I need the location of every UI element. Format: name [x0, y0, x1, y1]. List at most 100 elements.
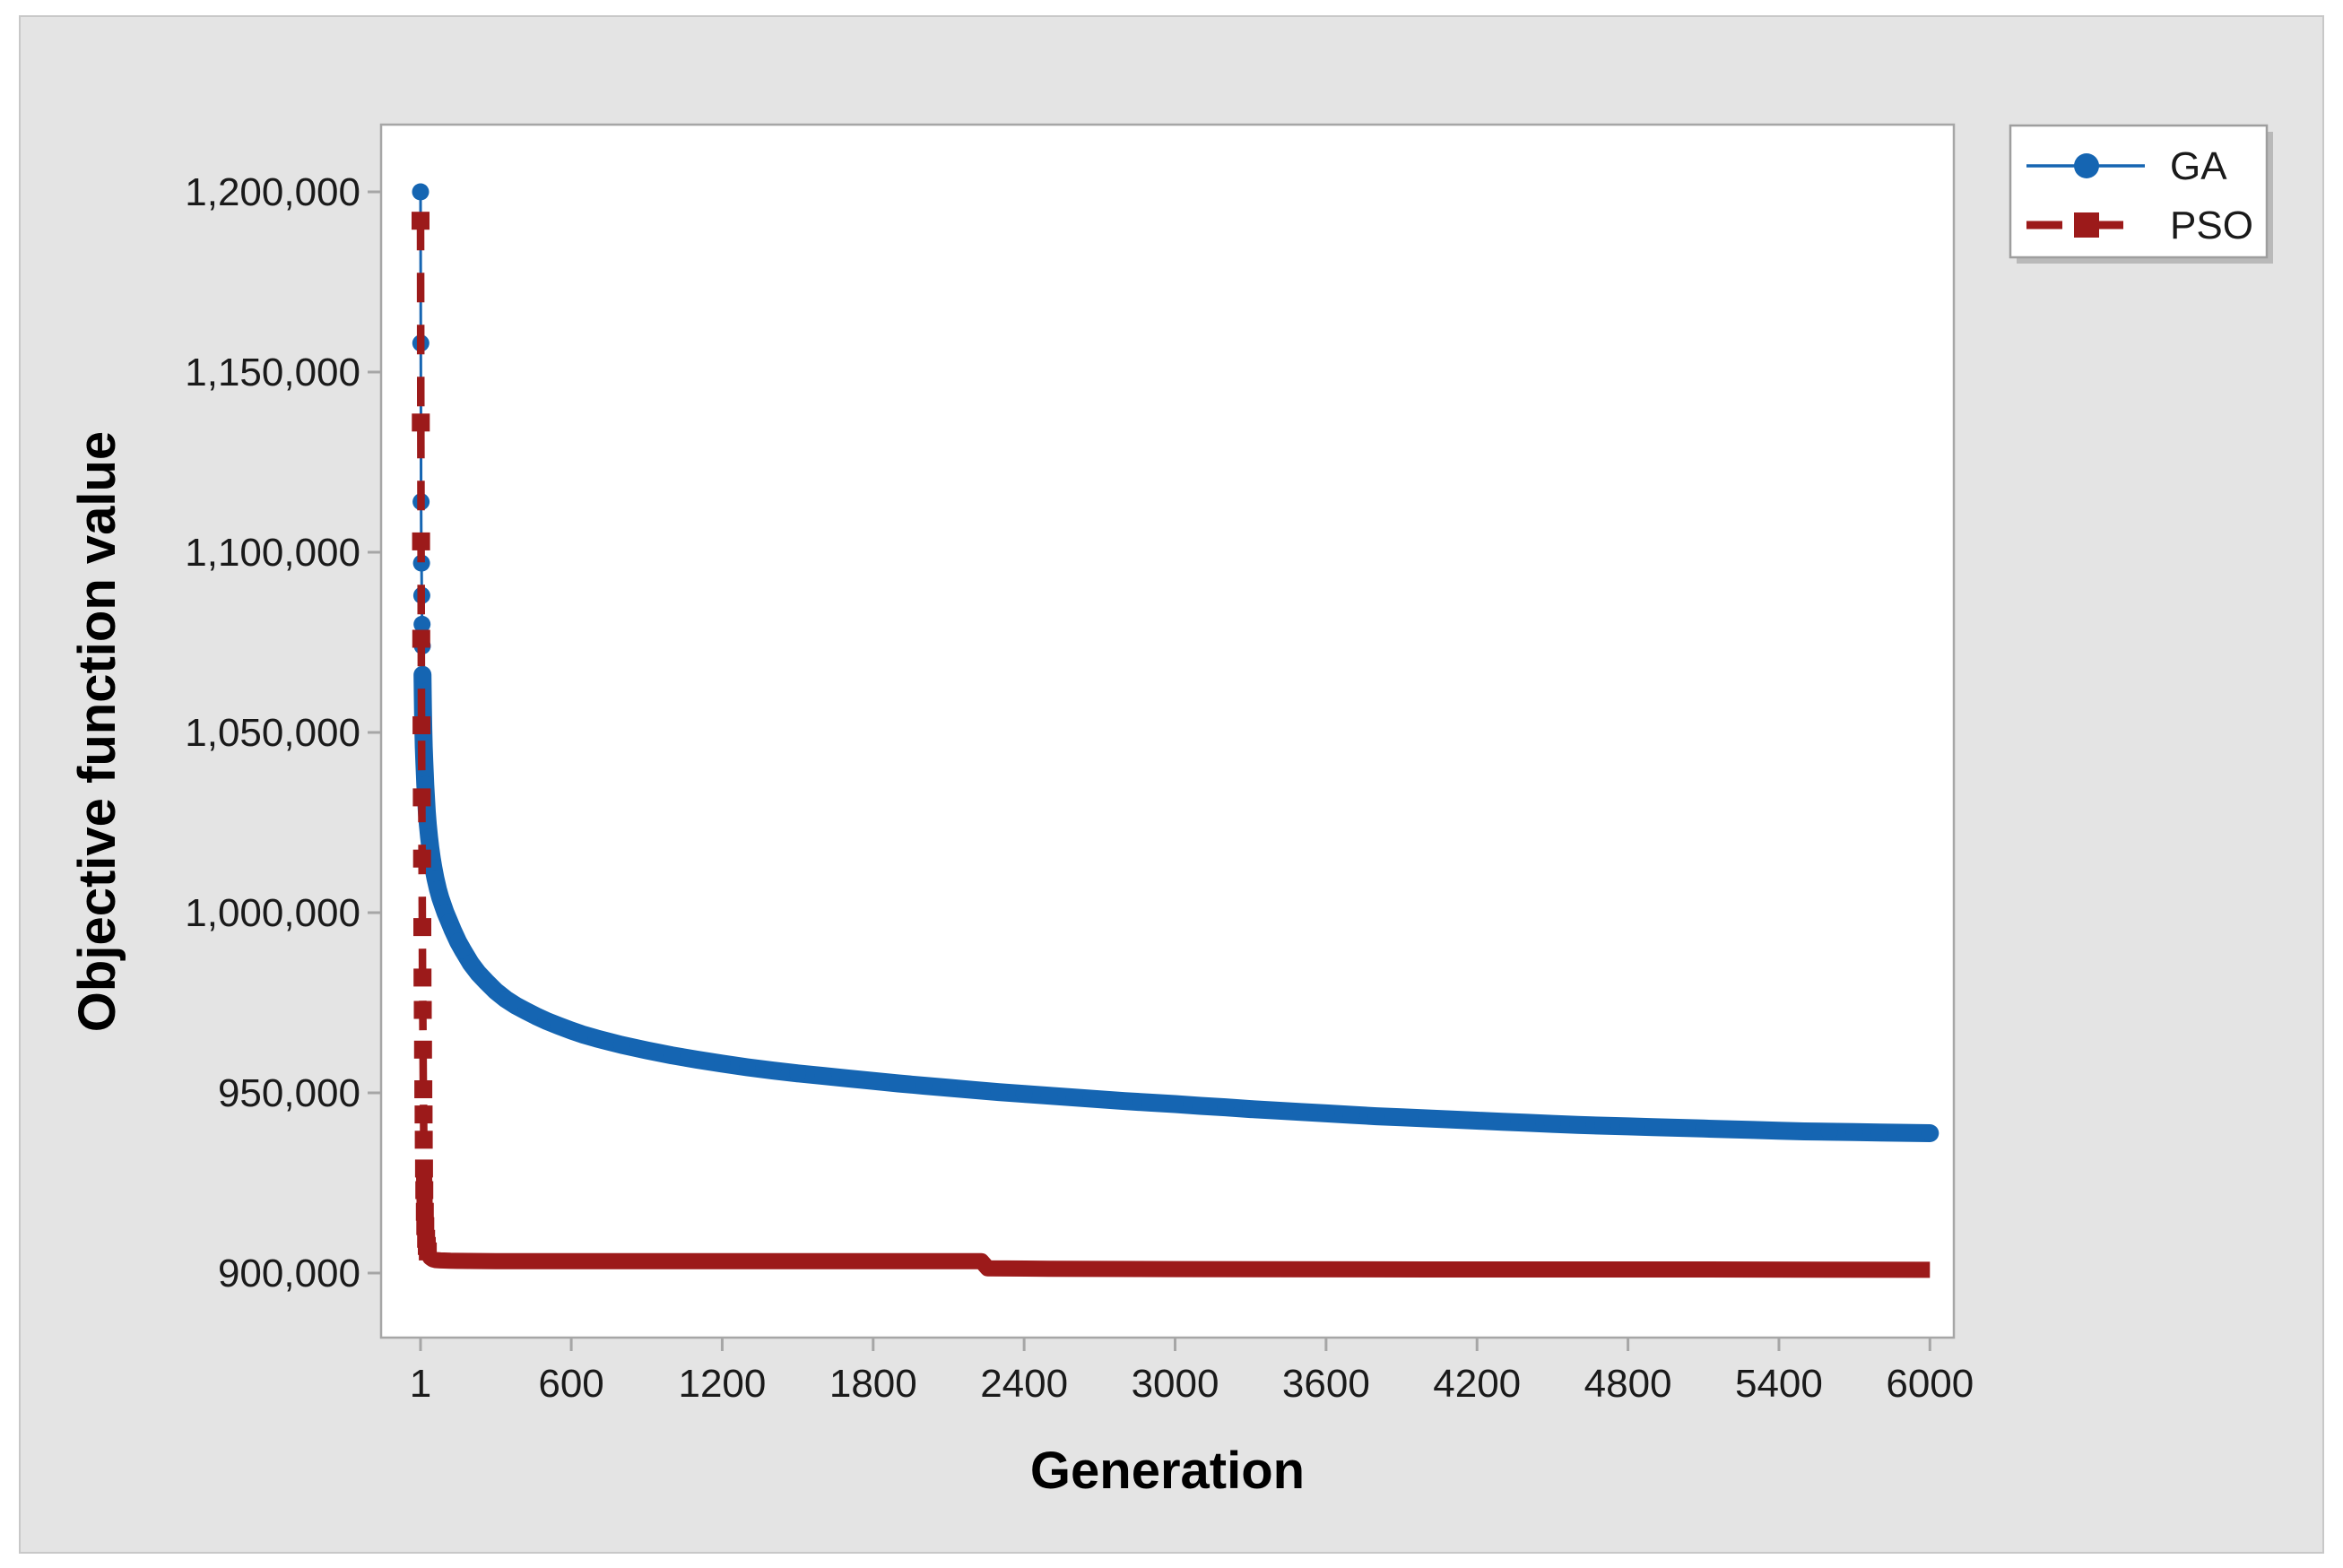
ga-marker [1569, 1116, 1586, 1134]
x-axis-title: Generation [1030, 1442, 1305, 1500]
ga-marker [1418, 1110, 1436, 1127]
ga-marker [1065, 1088, 1083, 1106]
x-tick-label: 4200 [1433, 1362, 1521, 1406]
ga-marker [1015, 1085, 1033, 1103]
ga-marker [789, 1064, 807, 1082]
ga-marker [1644, 1118, 1662, 1136]
ga-marker [1543, 1115, 1561, 1133]
ga-marker [688, 1051, 706, 1069]
x-tick-label: 3600 [1282, 1362, 1370, 1406]
ga-marker [1795, 1122, 1813, 1140]
x-tick-label: 1800 [829, 1362, 917, 1406]
pso-marker [414, 1131, 433, 1149]
ga-marker [1745, 1121, 1763, 1139]
circle-icon [2074, 153, 2099, 178]
y-tick-label: 1,000,000 [185, 891, 360, 935]
ga-marker [713, 1054, 731, 1072]
ga-marker [1845, 1123, 1863, 1141]
y-tick-label: 900,000 [218, 1252, 360, 1295]
ga-marker [889, 1075, 907, 1092]
ga-marker [1720, 1121, 1738, 1139]
pso-marker [412, 849, 431, 868]
ga-marker [663, 1046, 681, 1064]
pso-marker [413, 1001, 432, 1019]
ga-marker [1518, 1113, 1536, 1131]
pso-marker [412, 212, 430, 230]
x-tick-label: 3000 [1132, 1362, 1219, 1406]
y-tick-label: 950,000 [218, 1071, 360, 1115]
plot-area [379, 123, 1956, 1339]
legend: GA PSO [2009, 124, 2273, 264]
y-axis: 900,000 950,000 1,000,000 1,050,000 1,100,00… [185, 170, 381, 1295]
ga-marker [1921, 1124, 1939, 1142]
ga-marker [965, 1081, 983, 1099]
series-layer [412, 183, 1939, 1278]
y-tick-label: 1,050,000 [185, 711, 360, 755]
ga-marker [1167, 1096, 1184, 1113]
ga-marker [940, 1079, 958, 1096]
pso-marker [413, 918, 431, 937]
ga-marker [990, 1083, 1008, 1101]
ga-marker [638, 1042, 655, 1060]
ga-marker [1443, 1111, 1461, 1129]
ga-marker [764, 1061, 782, 1079]
pso-marker [413, 968, 432, 987]
x-tick-label: 2400 [980, 1362, 1068, 1406]
ga-marker [1820, 1122, 1838, 1140]
square-icon [2074, 212, 2099, 238]
pso-marker [412, 413, 430, 432]
pso-marker [413, 1040, 432, 1059]
pso-marker [414, 1159, 433, 1178]
ga-marker [1317, 1105, 1335, 1122]
ga-marker [1040, 1087, 1058, 1105]
ga-marker [1770, 1122, 1788, 1139]
ga-marker [1468, 1112, 1486, 1130]
pso-marker [412, 716, 431, 734]
ga-marker [1594, 1117, 1611, 1135]
pso-marker [415, 1181, 434, 1200]
pso-marker [412, 629, 430, 648]
ga-marker [1192, 1097, 1210, 1114]
pso-marker [415, 1202, 434, 1221]
ga-marker [1619, 1117, 1637, 1135]
ga-marker [1242, 1100, 1260, 1118]
pso-marker [412, 532, 430, 550]
y-tick-label: 1,150,000 [185, 351, 360, 394]
ga-marker [915, 1077, 933, 1095]
pso-marker [414, 1105, 433, 1124]
ga-marker [1695, 1120, 1713, 1138]
ga-marker [1217, 1098, 1235, 1116]
ga-marker [1670, 1119, 1688, 1137]
ga-marker [1267, 1102, 1285, 1120]
x-tick-label: 6000 [1886, 1362, 1974, 1406]
ga-marker [413, 615, 431, 633]
pso-marker [419, 1242, 438, 1260]
ga-marker [839, 1070, 857, 1087]
ga-marker [413, 666, 431, 684]
ga-marker [739, 1059, 756, 1076]
x-tick-label: 5400 [1735, 1362, 1823, 1406]
ga-marker [864, 1072, 882, 1090]
ga-marker [1493, 1113, 1511, 1131]
x-tick-label: 1200 [678, 1362, 766, 1406]
ga-marker [454, 941, 472, 959]
pso-marker [412, 788, 431, 807]
x-tick-label: 1 [410, 1362, 431, 1406]
ga-marker [412, 183, 430, 201]
ga-marker [412, 554, 430, 572]
x-axis: 1 600 1200 1800 2400 3000 3600 4200 4800 5400 6000 [410, 1338, 1974, 1406]
x-tick-label: 600 [538, 1362, 603, 1406]
y-axis-title: Objective function value [68, 431, 126, 1032]
ga-marker [1141, 1094, 1158, 1112]
y-tick-label: 1,200,000 [185, 170, 360, 214]
ga-marker [1090, 1090, 1108, 1108]
ga-marker [1342, 1106, 1360, 1123]
legend-label-ga: GA [2170, 144, 2227, 188]
ga-marker [1367, 1107, 1385, 1125]
legend-label-pso: PSO [2170, 204, 2253, 247]
ga-marker [612, 1036, 630, 1053]
legend-box [2009, 124, 2269, 259]
ga-marker [1896, 1124, 1913, 1142]
